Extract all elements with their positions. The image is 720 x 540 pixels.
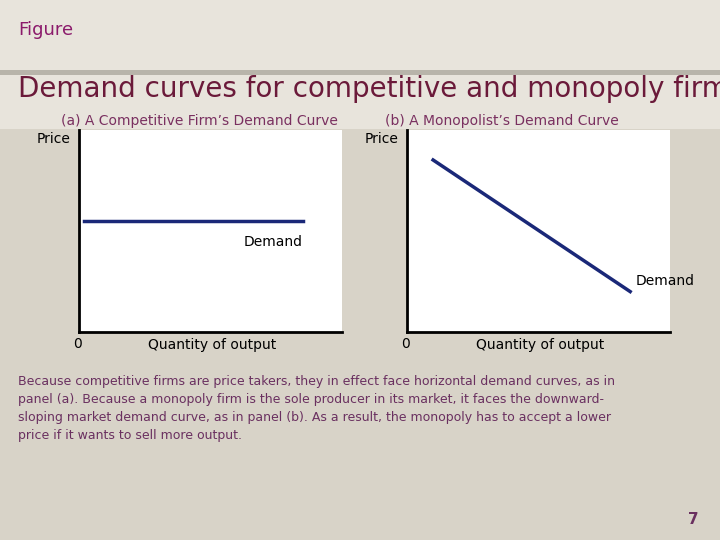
Text: Demand: Demand bbox=[243, 235, 302, 249]
Text: 7: 7 bbox=[688, 511, 698, 526]
Text: (a) A Competitive Firm’s Demand Curve: (a) A Competitive Firm’s Demand Curve bbox=[61, 114, 338, 129]
Text: 0: 0 bbox=[401, 338, 410, 352]
Text: Price: Price bbox=[364, 132, 398, 146]
Text: 2: 2 bbox=[92, 22, 106, 40]
Text: Demand curves for competitive and monopoly firms: Demand curves for competitive and monopo… bbox=[18, 75, 720, 103]
Text: Price: Price bbox=[37, 132, 71, 146]
Text: Figure: Figure bbox=[18, 21, 73, 39]
Text: Because competitive firms are price takers, they in effect face horizontal deman: Because competitive firms are price take… bbox=[18, 375, 615, 442]
Text: 0: 0 bbox=[73, 338, 82, 352]
Text: Quantity of output: Quantity of output bbox=[476, 338, 604, 352]
Text: Demand: Demand bbox=[636, 274, 694, 288]
Text: (b) A Monopolist’s Demand Curve: (b) A Monopolist’s Demand Curve bbox=[385, 114, 619, 129]
Text: Quantity of output: Quantity of output bbox=[148, 338, 276, 352]
